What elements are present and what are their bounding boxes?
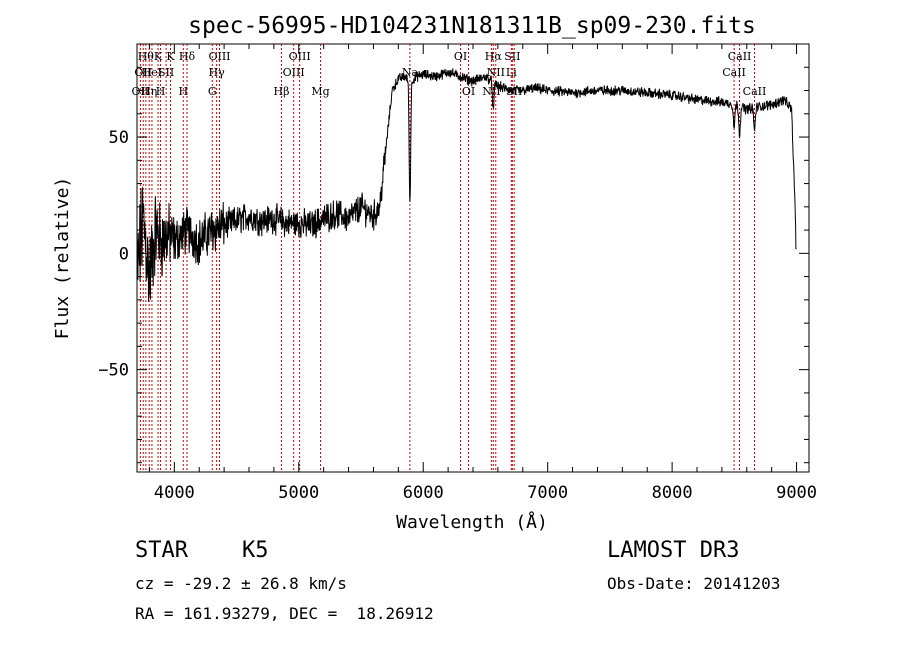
- x-tick-label: 6000: [403, 483, 444, 503]
- y-tick-label: −50: [98, 361, 129, 381]
- line-marker-label: Hα: [485, 50, 503, 63]
- y-axis-label: Flux (relative): [52, 177, 73, 340]
- line-marker-label: Li: [506, 66, 517, 79]
- x-tick-label: 8000: [652, 483, 693, 503]
- line-marker-label: OIII: [289, 50, 311, 63]
- observation-date: Obs-Date: 20141203: [607, 574, 781, 593]
- survey-name: LAMOST DR3: [607, 538, 740, 563]
- line-marker-label: NII: [482, 85, 500, 98]
- line-marker-label: CaII: [743, 85, 767, 98]
- line-marker-label: CaII: [728, 50, 752, 63]
- line-marker-label: G: [208, 85, 217, 98]
- y-axis: −50 0 50: [98, 43, 809, 464]
- line-marker-label: OII: [132, 85, 150, 98]
- line-marker-label: H: [178, 85, 188, 98]
- coordinates: RA = 161.93279, DEC = 18.26912: [135, 604, 434, 623]
- line-marker-label: Hβ: [274, 85, 290, 98]
- line-marker-label: HeI: [142, 66, 162, 79]
- line-marker-label: OII: [134, 66, 152, 79]
- line-marker-label: SII: [158, 66, 174, 79]
- y-tick-label: 0: [119, 244, 129, 264]
- y-tick-label: 50: [109, 128, 129, 148]
- plot-frame: [136, 43, 810, 473]
- line-marker-label: K: [166, 50, 175, 63]
- line-marker-label: Hη: [141, 85, 157, 98]
- chart-title: spec-56995-HD104231N181311B_sp09-230.fit…: [188, 13, 756, 39]
- line-marker-label: Mg: [311, 85, 329, 98]
- line-marker-label: OI: [462, 85, 475, 98]
- x-axis-label: Wavelength (Å): [396, 511, 548, 533]
- line-marker-label: K: [154, 50, 163, 63]
- line-marker-label: SII: [504, 50, 520, 63]
- spectrum-line: [136, 68, 797, 302]
- line-marker-label: OIII: [208, 50, 230, 63]
- x-tick-label: 4000: [154, 483, 195, 503]
- line-marker-label: NII: [487, 66, 505, 79]
- object-type: STAR: [135, 538, 188, 563]
- x-tick-label: 9000: [776, 483, 817, 503]
- x-axis: 4000 5000 6000 7000 8000 9000: [148, 44, 817, 503]
- x-tick-label: 7000: [527, 483, 568, 503]
- redshift-cz: cz = -29.2 ± 26.8 km/s: [135, 574, 347, 593]
- line-marker-label: OIII: [283, 66, 305, 79]
- line-marker-label: Hδ: [179, 50, 196, 63]
- line-marker-label: CaII: [722, 66, 746, 79]
- line-marker-label: Hθ: [138, 50, 155, 63]
- line-marker-label: H: [156, 85, 166, 98]
- line-marker-label: OI: [454, 50, 467, 63]
- x-tick-label: 5000: [278, 483, 319, 503]
- spectral-subclass: K5: [242, 538, 269, 563]
- line-markers: [139, 44, 755, 472]
- line-marker-label: Hγ: [209, 66, 226, 79]
